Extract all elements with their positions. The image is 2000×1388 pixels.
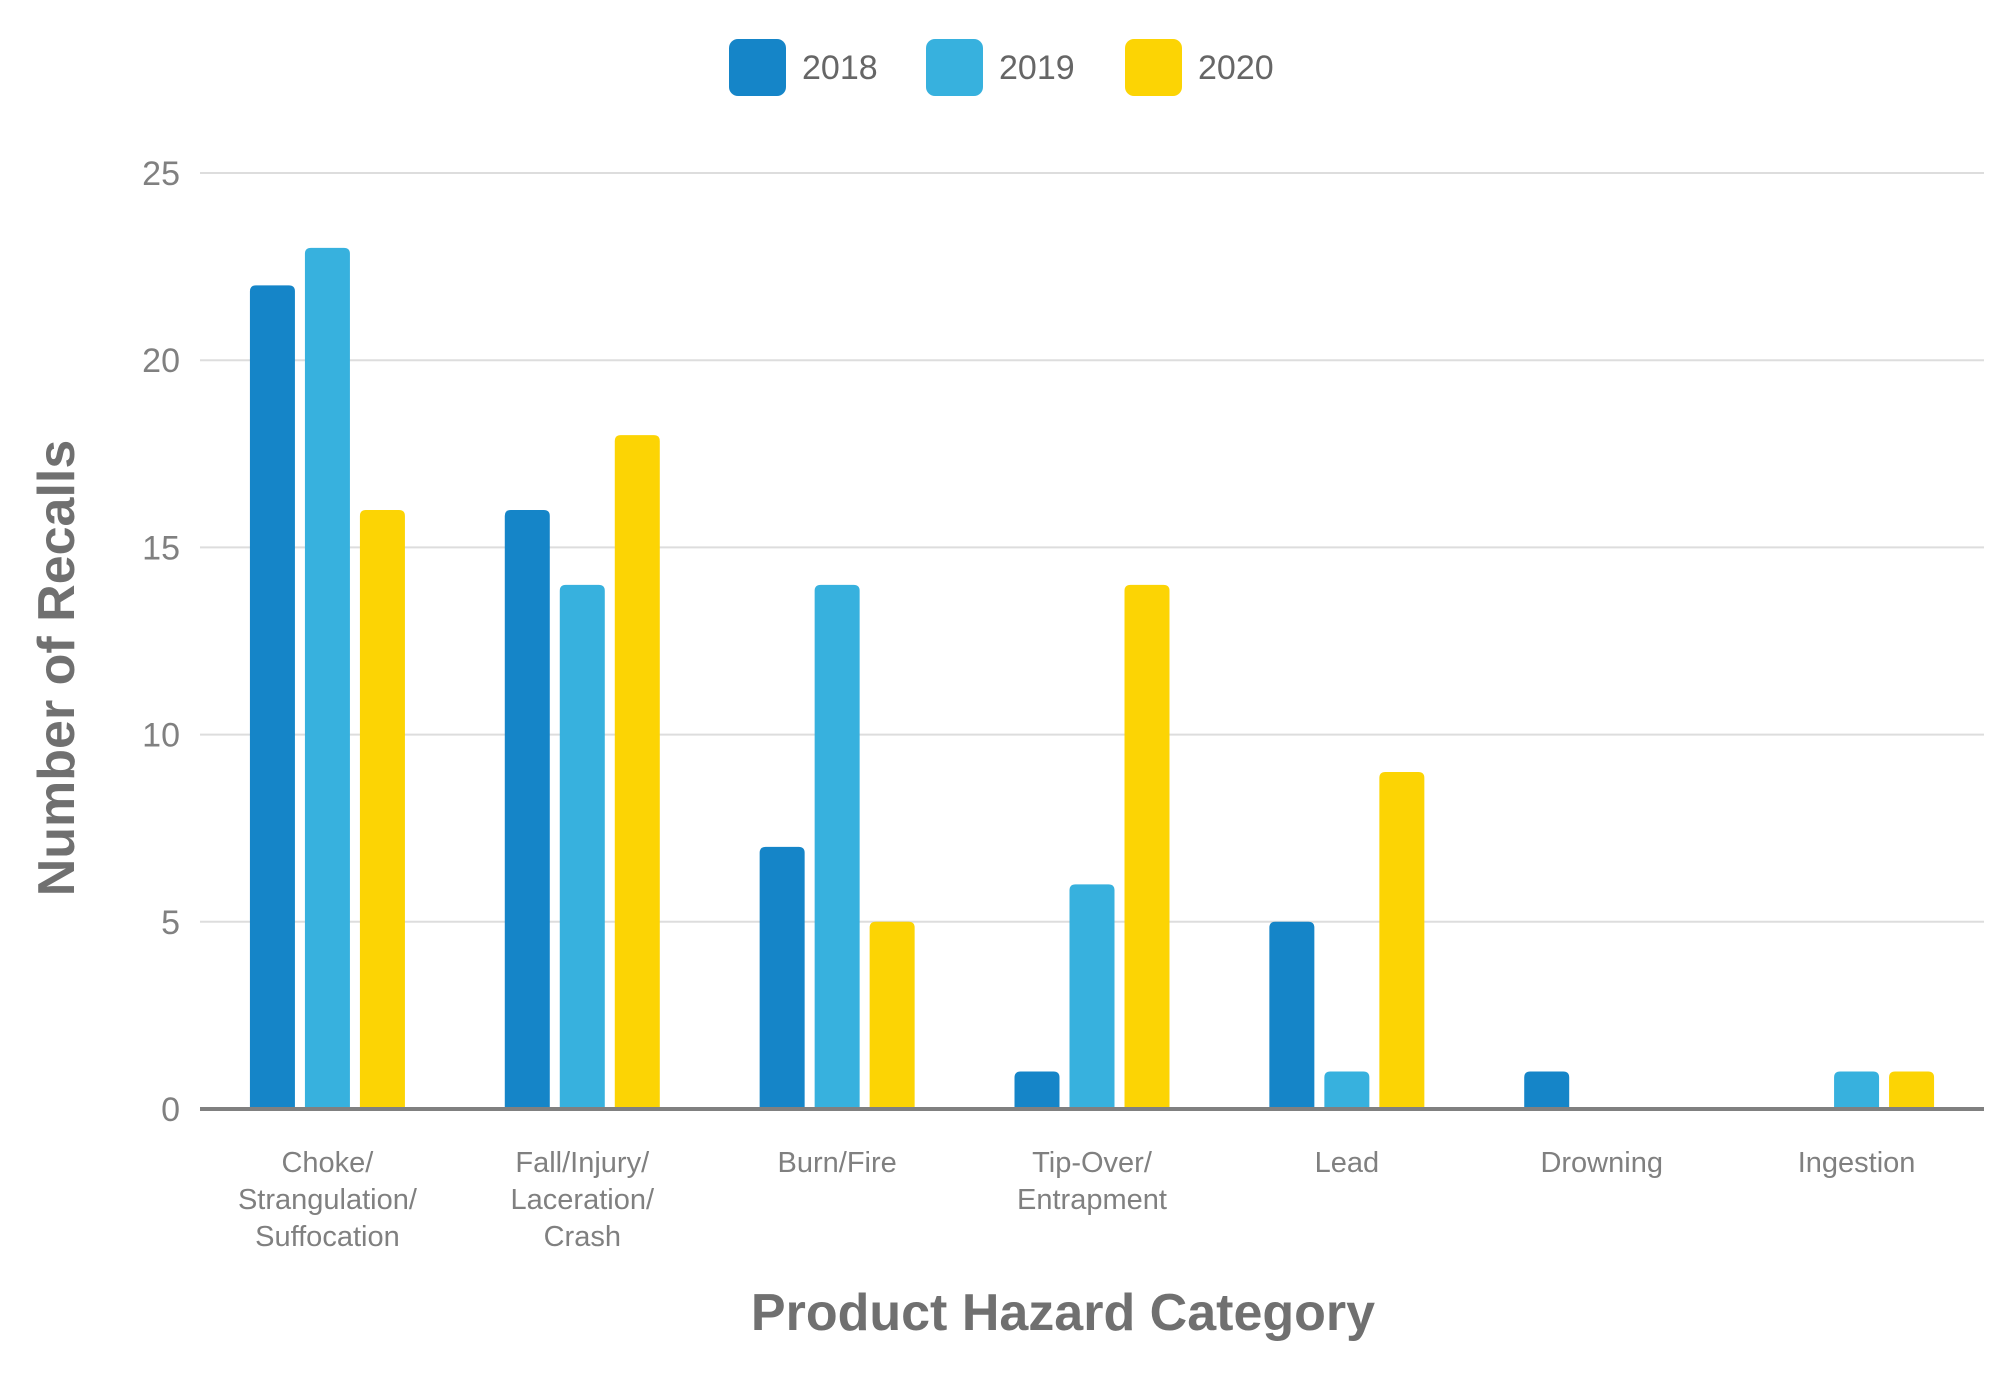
bar-2018-5 <box>1524 1071 1570 1109</box>
bar-2018-4 <box>1269 921 1315 1109</box>
bar-2018-2 <box>759 846 805 1109</box>
category-label-line: Laceration/ <box>511 1184 655 1216</box>
bar-2020-1 <box>614 435 660 1110</box>
bar-2020-3 <box>1124 584 1170 1109</box>
x-axis-title: Product Hazard Category <box>751 1284 1375 1342</box>
bar-2019-3 <box>1069 884 1115 1109</box>
category-label-line: Fall/Injury/ <box>515 1147 650 1179</box>
y-tick-label: 20 <box>142 342 180 380</box>
bars <box>249 247 1935 1110</box>
category-label-line: Suffocation <box>255 1221 400 1253</box>
category-label-line: Burn/Fire <box>778 1147 897 1179</box>
legend-swatch-2018 <box>729 39 786 96</box>
bar-2018-1 <box>504 509 550 1110</box>
legend-label: 2020 <box>1198 49 1274 87</box>
bar-2020-6 <box>1889 1071 1935 1109</box>
gridlines <box>200 172 1984 923</box>
bar-2019-0 <box>304 247 350 1109</box>
bar-2019-6 <box>1834 1071 1880 1109</box>
legend-label: 2018 <box>802 49 878 87</box>
category-label: Lead <box>1315 1147 1380 1179</box>
y-tick-label: 5 <box>161 904 180 942</box>
bar-2020-0 <box>359 509 405 1110</box>
legend-swatch-2020 <box>1125 39 1182 96</box>
x-axis-categories: Choke/Strangulation/Suffocation Fall/Inju… <box>238 1147 1915 1253</box>
y-tick-label: 0 <box>161 1091 180 1129</box>
bar-2019-2 <box>814 584 860 1109</box>
bar-2018-3 <box>1014 1071 1060 1109</box>
legend-swatch-2019 <box>926 39 983 96</box>
category-label-line: Strangulation/ <box>238 1184 418 1216</box>
legend-label: 2019 <box>999 49 1075 87</box>
y-tick-label: 15 <box>142 529 180 567</box>
bar-2020-4 <box>1379 772 1425 1109</box>
category-label: Tip-Over/Entrapment <box>1017 1147 1167 1216</box>
category-label-line: Crash <box>544 1221 621 1253</box>
category-label: Drowning <box>1540 1147 1663 1179</box>
category-label: Choke/Strangulation/Suffocation <box>238 1147 418 1253</box>
category-label-line: Lead <box>1315 1147 1380 1179</box>
bar-2020-2 <box>869 921 915 1109</box>
y-axis-ticks: 0 5 10 15 20 25 <box>142 155 180 1129</box>
category-label-line: Choke/ <box>281 1147 374 1179</box>
y-tick-label: 10 <box>142 717 180 755</box>
bar-2018-0 <box>249 285 295 1109</box>
y-tick-label: 25 <box>142 155 180 193</box>
category-label-line: Tip-Over/ <box>1032 1147 1153 1179</box>
category-label-line: Drowning <box>1540 1147 1663 1179</box>
legend: 2018 2019 2020 <box>729 39 1274 96</box>
y-axis-title: Number of Recalls <box>28 440 86 897</box>
category-label-line: Ingestion <box>1798 1147 1916 1179</box>
bar-2019-4 <box>1324 1071 1370 1109</box>
category-label: Ingestion <box>1798 1147 1916 1179</box>
category-label-line: Entrapment <box>1017 1184 1167 1216</box>
category-label: Fall/Injury/Laceration/Crash <box>511 1147 655 1253</box>
bar-2019-1 <box>559 584 605 1109</box>
category-label: Burn/Fire <box>778 1147 897 1179</box>
